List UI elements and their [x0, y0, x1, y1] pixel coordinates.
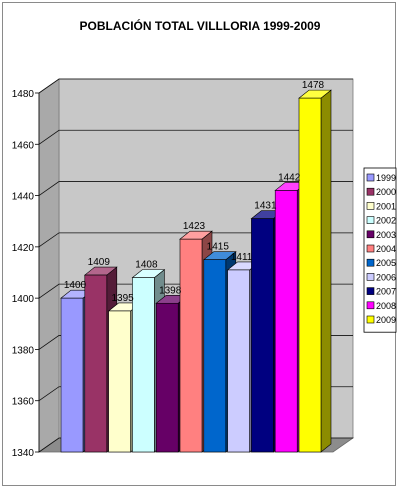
data-label-1999: 1400	[64, 280, 87, 291]
legend-swatch	[366, 244, 375, 253]
legend-swatch	[366, 301, 375, 310]
legend-label: 2009	[376, 315, 396, 325]
legend-swatch	[366, 216, 375, 224]
legend-label: 2007	[376, 287, 396, 297]
y-tick-label: 1380	[12, 345, 35, 356]
y-tick-label: 1460	[12, 140, 35, 151]
legend-item-2005: 2005	[366, 258, 396, 268]
legend-label: 1999	[376, 173, 396, 183]
legend-label: 2003	[376, 230, 396, 240]
legend-item-2004: 2004	[366, 244, 396, 254]
legend-item-2003: 2003	[366, 230, 396, 240]
legend-label: 2006	[376, 272, 396, 282]
legend-item-1999: 1999	[366, 173, 396, 183]
data-label-2006: 1411	[231, 252, 253, 263]
chart-frame: POBLACIÓN TOTAL VILLLORIA 1999-2009 1340…	[2, 2, 397, 486]
y-axis: 1340 1360 1380 1400 1420 1440 1460 1480	[12, 89, 40, 459]
legend-item-2008: 2008	[366, 301, 396, 311]
y-tick-label: 1400	[12, 294, 35, 305]
y-tick-label: 1420	[12, 243, 35, 254]
legend-label: 2002	[376, 216, 396, 226]
legend-swatch	[366, 273, 375, 281]
legend-item-2006: 2006	[366, 272, 396, 282]
y-tick-label: 1480	[12, 89, 35, 100]
bar-chart: POBLACIÓN TOTAL VILLLORIA 1999-2009 1340…	[12, 18, 397, 459]
data-label-2002: 1408	[135, 260, 158, 271]
data-label-2007: 1431	[254, 201, 277, 212]
data-label-2009: 1478	[302, 80, 325, 91]
legend-swatch	[366, 287, 375, 295]
legend-item-2009: 2009	[366, 315, 396, 325]
legend-label: 2001	[376, 201, 396, 211]
data-label-2004: 1423	[183, 221, 206, 232]
data-label-2001: 1395	[111, 293, 134, 304]
gridline	[38, 129, 353, 145]
legend-swatch	[366, 230, 375, 239]
gridline	[38, 181, 353, 196]
legend-item-2007: 2007	[366, 287, 396, 297]
bar-2009	[298, 89, 332, 453]
legend-swatch	[366, 258, 375, 267]
legend-item-2000: 2000	[366, 187, 396, 197]
y-tick-label: 1360	[12, 397, 35, 408]
legend-label: 2004	[376, 244, 396, 254]
legend-label: 2005	[376, 258, 396, 268]
legend: 1999 2000 2001 2002 2003 2004 2005 2006 2007 2008…	[363, 167, 397, 333]
legend-item-2001: 2001	[366, 201, 396, 211]
legend-swatch	[366, 202, 375, 210]
legend-label: 2008	[376, 301, 396, 311]
bars	[60, 89, 332, 453]
gridline	[38, 78, 353, 94]
legend-swatch	[366, 173, 375, 182]
y-tick-label: 1340	[12, 448, 35, 459]
data-label-2003: 1398	[159, 285, 182, 296]
legend-swatch	[366, 187, 375, 196]
side-wall	[38, 78, 60, 453]
y-tick-label: 1440	[12, 192, 35, 203]
data-label-2008: 1442	[278, 172, 301, 183]
chart-title: POBLACIÓN TOTAL VILLLORIA 1999-2009	[80, 18, 321, 33]
data-label-2000: 1409	[88, 257, 111, 268]
legend-item-2002: 2002	[366, 216, 396, 226]
legend-label: 2000	[376, 187, 396, 197]
legend-swatch	[366, 315, 375, 324]
data-label-2005: 1415	[207, 242, 230, 253]
